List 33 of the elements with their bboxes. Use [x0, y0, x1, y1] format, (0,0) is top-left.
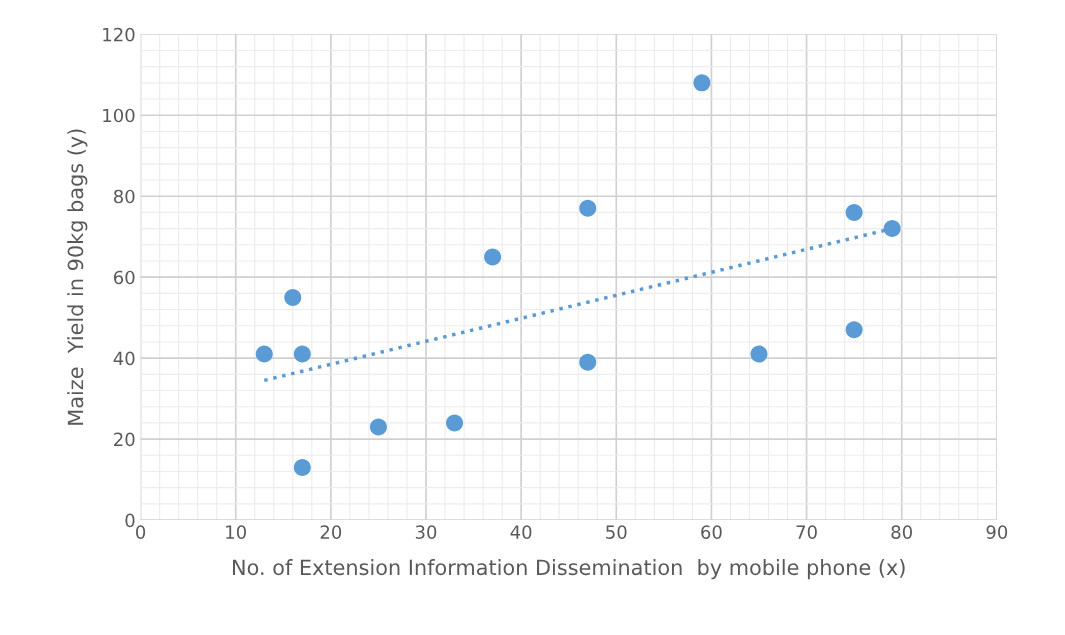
x-tick-label: 50 [606, 525, 627, 539]
point [579, 199, 597, 217]
x-tick-label: 40 [510, 525, 532, 539]
point [255, 345, 273, 363]
point [293, 458, 311, 476]
y-axis-title: Maize Yield in 90kg bags (y) [67, 129, 88, 425]
x-tick-label: 70 [796, 525, 817, 539]
y-tick-label: 20 [114, 432, 135, 447]
y-tick-label: 60 [114, 270, 135, 285]
point [750, 345, 768, 363]
point [693, 74, 711, 92]
point [845, 321, 863, 339]
point [293, 345, 311, 363]
point [883, 220, 901, 238]
point [369, 418, 387, 436]
x-tick-label: 0 [136, 525, 146, 539]
x-tick-label: 10 [226, 525, 247, 539]
y-tick-label: 120 [103, 27, 135, 42]
point [446, 414, 464, 432]
y-tick-label: 0 [125, 513, 135, 528]
y-tick-label: 40 [113, 351, 135, 366]
x-axis-title: No. of Extension Information Dissemination by mobile phone (x) [233, 559, 905, 580]
y-tick-label: 80 [113, 189, 135, 204]
x-tick-label: 80 [891, 525, 912, 539]
point [579, 353, 597, 371]
x-tick-label: 20 [320, 525, 342, 539]
point [484, 248, 502, 266]
x-tick-label: 30 [415, 525, 437, 539]
point [845, 203, 863, 221]
point [284, 288, 302, 306]
x-tick-label: 60 [701, 525, 722, 539]
y-tick-label: 100 [103, 108, 135, 123]
x-tick-label: 90 [986, 525, 1008, 539]
